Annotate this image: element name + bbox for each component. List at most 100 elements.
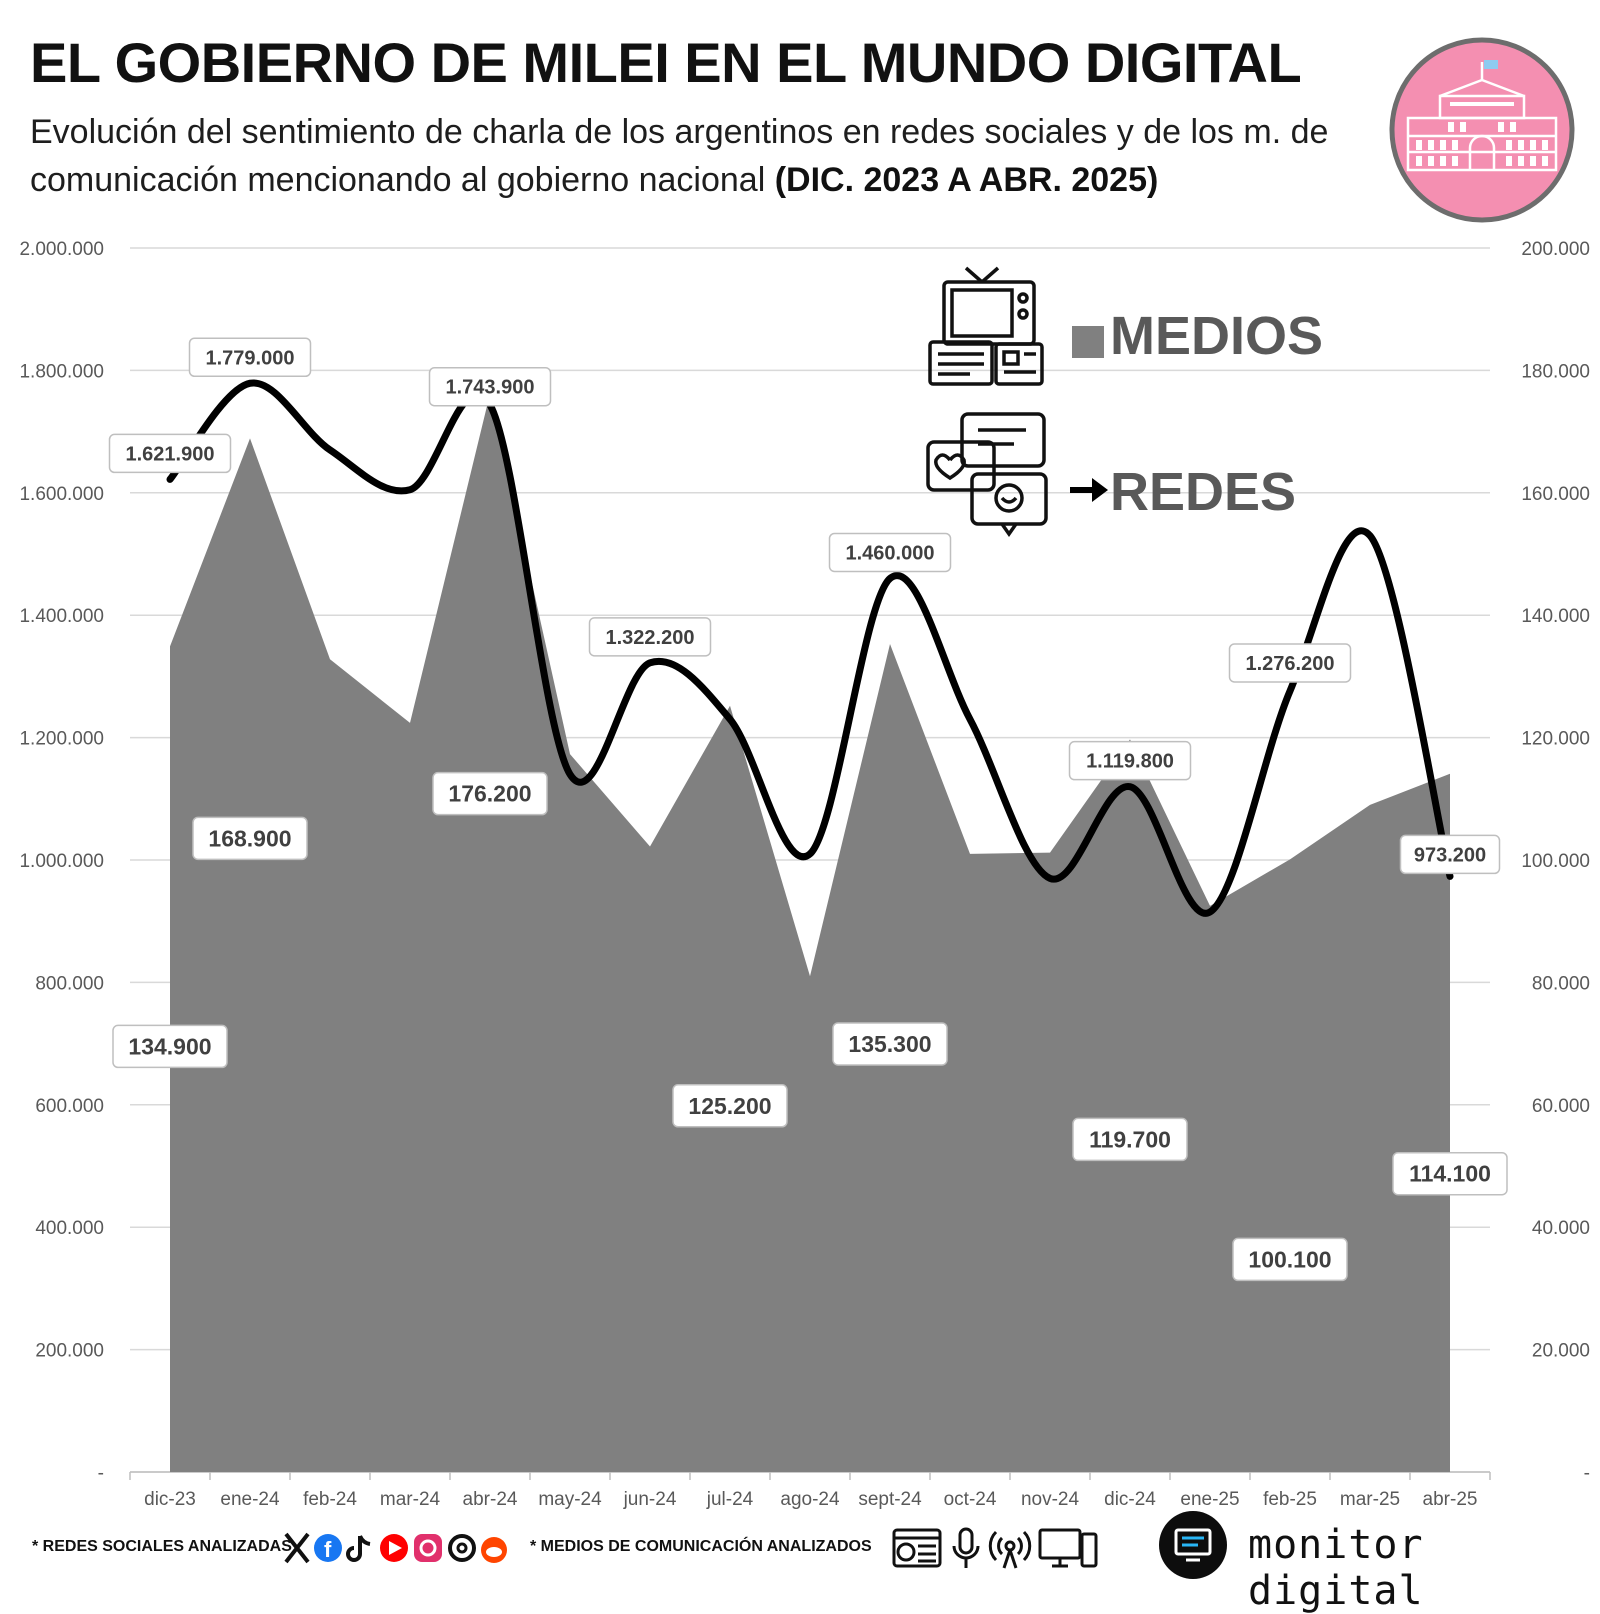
svg-text:1.322.200: 1.322.200 (606, 627, 695, 649)
svg-text:134.900: 134.900 (128, 1033, 211, 1059)
x-tick-label: ene-24 (220, 1489, 280, 1510)
x-tick-label: feb-24 (303, 1489, 357, 1510)
redes-data-label: 973.200 (1399, 834, 1501, 875)
y-left-tick-label: 1.400.000 (19, 606, 104, 627)
redes-data-label: 1.460.000 (828, 532, 952, 573)
svg-text:973.200: 973.200 (1414, 844, 1486, 866)
y-left-tick-label: 400.000 (35, 1218, 104, 1239)
svg-text:1.743.900: 1.743.900 (446, 377, 535, 399)
subtitle-date-range: (DIC. 2023 A ABR. 2025) (774, 161, 1159, 199)
y-right-tick-label: 160.000 (1521, 484, 1590, 505)
redes-line (166, 379, 1454, 917)
medios-area (170, 393, 1450, 1472)
x-tick-label: dic-23 (144, 1489, 196, 1510)
x-tick-label: nov-24 (1021, 1489, 1080, 1510)
y-right-tick-label: 40.000 (1532, 1218, 1590, 1239)
brand-name: monitor digital (1248, 1522, 1424, 1614)
legend-medios-label: MEDIOS (1110, 306, 1323, 366)
svg-text:135.300: 135.300 (848, 1031, 931, 1057)
x-tick-label: dic-24 (1104, 1489, 1156, 1510)
social-icons-row: f (284, 1532, 507, 1564)
svg-text:114.100: 114.100 (1409, 1161, 1491, 1187)
youtube-icon (380, 1534, 408, 1562)
tv-newspaper-icon (928, 266, 1044, 386)
medios-data-label: 168.900 (192, 816, 308, 861)
chat-bubbles-icon (926, 412, 1048, 538)
y-right-tick-label: 100.000 (1521, 851, 1590, 872)
footer-redes-note: * REDES SOCIALES ANALIZADAS (32, 1538, 292, 1555)
instagram-icon (414, 1534, 442, 1562)
data-labels: 1.621.900 1.779.000 1.743.900 1.322.200 1.46… (108, 337, 1508, 1282)
x-tick-label: jul-24 (706, 1489, 754, 1510)
monitor-digital-logo-icon (1159, 1511, 1227, 1579)
svg-text:f: f (324, 1537, 332, 1562)
y-left-tick-label: 1.600.000 (19, 484, 104, 505)
y-right-tick-label: 60.000 (1532, 1096, 1590, 1117)
svg-text:1.276.200: 1.276.200 (1246, 653, 1335, 675)
x-tick-label: may-24 (538, 1489, 602, 1510)
microphone-icon (952, 1527, 980, 1568)
y-left-tick-label: 1.000.000 (19, 851, 104, 872)
svg-text:125.200: 125.200 (688, 1093, 771, 1119)
x-tick-label: ene-25 (1180, 1489, 1239, 1510)
medios-data-label: 125.200 (672, 1084, 788, 1128)
broadcast-icon (988, 1530, 1032, 1569)
footer-medios-note: * MEDIOS DE COMUNICACIÓN ANALIZADOS (530, 1538, 872, 1555)
y-axis-left: - 200.000 400.000 600.000 800.000 1.000.000 1.… (19, 239, 104, 1484)
subtitle-text: Evolución del sentimiento de charla de l… (30, 113, 1329, 199)
y-left-tick-label: 600.000 (35, 1096, 104, 1117)
medios-data-label: 119.700 (1072, 1117, 1188, 1162)
svg-text:176.200: 176.200 (448, 781, 531, 807)
x-tick-label: feb-25 (1263, 1489, 1317, 1510)
svg-text:1.621.900: 1.621.900 (126, 443, 215, 465)
legend-redes-arrow (1070, 478, 1108, 502)
redes-data-label: 1.621.900 (108, 433, 232, 474)
page-title: EL GOBIERNO DE MILEI EN EL MUNDO DIGITAL (30, 31, 1302, 94)
facebook-icon: f (314, 1534, 342, 1562)
legend-redes-label: REDES (1110, 462, 1296, 522)
svg-text:1.460.000: 1.460.000 (846, 542, 935, 564)
y-left-tick-label: 1.200.000 (19, 729, 104, 750)
y-axis-right: - 20.000 40.000 60.000 80.000 100.000 120.000 1… (1521, 239, 1590, 1484)
y-right-tick-label: 140.000 (1521, 606, 1590, 627)
page-subtitle: Evolución del sentimiento de charla de l… (30, 108, 1350, 204)
x-tick-label: sept-24 (858, 1489, 922, 1510)
legend-medios-swatch (1072, 326, 1104, 358)
y-left-tick-label: 1.800.000 (19, 361, 104, 382)
y-right-tick-label: - (1584, 1463, 1590, 1484)
x-tick-label: ago-24 (780, 1489, 840, 1510)
svg-text:100.100: 100.100 (1248, 1246, 1331, 1272)
x-icon (284, 1532, 310, 1564)
tiktok-icon (346, 1535, 371, 1562)
svg-text:119.700: 119.700 (1089, 1126, 1171, 1152)
y-right-tick-label: 20.000 (1532, 1341, 1590, 1362)
redes-data-label: 1.276.200 (1228, 643, 1352, 683)
y-left-tick-label: 200.000 (35, 1341, 104, 1362)
chart: -200.000400.000600.000800.0001.000.0001.… (19, 239, 1590, 1510)
y-right-tick-label: 80.000 (1532, 973, 1590, 994)
x-tick-label: abr-25 (1423, 1489, 1478, 1510)
y-left-tick-label: - (98, 1463, 104, 1484)
svg-text:1.119.800: 1.119.800 (1086, 751, 1174, 773)
redes-data-label: 1.119.800 (1068, 740, 1192, 781)
y-left-tick-label: 800.000 (35, 973, 104, 994)
media-icons-row (892, 1527, 1098, 1569)
svg-text:1.779.000: 1.779.000 (206, 347, 295, 369)
web-news-icon (892, 1528, 942, 1568)
x-tick-label: oct-24 (944, 1489, 997, 1510)
x-tick-label: jun-24 (623, 1489, 677, 1510)
y-right-tick-label: 120.000 (1521, 729, 1590, 750)
redes-data-label: 1.322.200 (588, 617, 712, 657)
tv-monitor-icon (1038, 1528, 1098, 1568)
medios-data-label: 114.100 (1392, 1151, 1508, 1196)
y-right-tick-label: 180.000 (1521, 361, 1590, 382)
legend: MEDIOS REDES (926, 266, 1323, 538)
x-tick-label: mar-24 (380, 1489, 441, 1510)
y-left-tick-label: 2.000.000 (19, 239, 104, 260)
y-right-tick-label: 200.000 (1521, 239, 1590, 260)
x-tick-label: abr-24 (463, 1489, 518, 1510)
x-tick-label: mar-25 (1340, 1489, 1400, 1510)
redes-data-label: 1.779.000 (188, 337, 312, 378)
medios-data-label: 134.900 (112, 1024, 228, 1069)
reddit-icon (481, 1537, 507, 1563)
